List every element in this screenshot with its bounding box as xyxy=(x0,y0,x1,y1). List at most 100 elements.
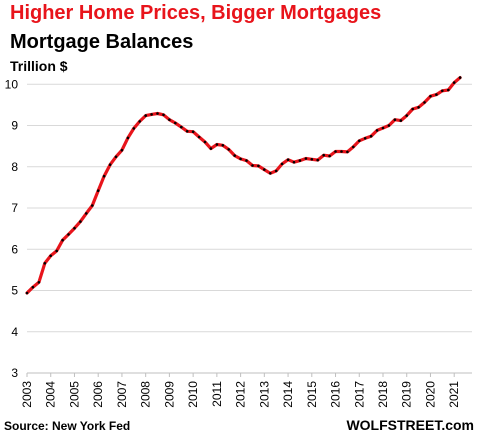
x-tick-label: 2014 xyxy=(281,381,295,408)
brand-watermark: WOLFSTREET.com xyxy=(346,417,474,433)
data-point xyxy=(363,137,367,140)
x-tick-label: 2019 xyxy=(400,381,414,408)
data-point xyxy=(114,155,118,159)
data-point xyxy=(263,168,266,171)
x-tick-label: 2016 xyxy=(329,381,343,408)
data-point xyxy=(61,238,64,242)
data-point xyxy=(393,118,397,121)
data-point xyxy=(328,154,331,158)
data-point xyxy=(96,189,100,192)
data-point xyxy=(381,126,385,130)
data-point xyxy=(340,150,343,153)
data-point xyxy=(322,153,326,157)
data-point xyxy=(251,164,254,167)
data-point xyxy=(239,157,242,161)
x-tick-label: 2004 xyxy=(44,381,58,408)
x-tick-label: 2003 xyxy=(20,381,34,408)
data-point xyxy=(429,94,432,98)
x-tick-label: 2010 xyxy=(186,381,200,408)
data-point xyxy=(55,249,58,253)
series-line xyxy=(25,75,462,295)
data-point xyxy=(405,114,409,117)
data-point xyxy=(43,262,47,265)
data-point xyxy=(221,144,225,147)
x-tick-label: 2006 xyxy=(91,381,105,408)
x-tick-label: 2011 xyxy=(210,381,224,407)
data-point xyxy=(215,143,219,146)
x-tick-label: 2008 xyxy=(139,381,153,408)
y-tick-label: 4 xyxy=(11,325,18,339)
data-point xyxy=(102,174,106,178)
data-point xyxy=(79,220,82,223)
data-point xyxy=(138,120,141,123)
x-tick-label: 2013 xyxy=(257,381,271,408)
chart-subtitle: Mortgage Balances xyxy=(10,31,194,53)
data-point xyxy=(37,281,41,284)
chart-title: Higher Home Prices, Bigger Mortgages xyxy=(10,2,382,24)
data-point xyxy=(417,106,420,109)
data-point xyxy=(91,204,94,207)
data-point xyxy=(358,139,361,143)
data-point xyxy=(245,159,248,162)
x-tick-label: 2018 xyxy=(376,381,390,408)
data-point xyxy=(369,134,373,138)
x-tick-label: 2007 xyxy=(115,381,129,408)
y-tick-label: 5 xyxy=(11,284,18,298)
data-point xyxy=(233,154,236,157)
x-tick-label: 2009 xyxy=(162,381,176,408)
y-tick-label: 9 xyxy=(11,119,18,133)
data-point xyxy=(346,150,349,154)
data-point xyxy=(447,88,450,92)
data-point xyxy=(209,147,213,150)
data-point xyxy=(227,148,230,151)
data-point xyxy=(180,125,183,129)
data-point xyxy=(120,148,124,152)
x-tick-label: 2017 xyxy=(352,381,366,408)
data-point xyxy=(334,150,337,153)
y-tick-label: 3 xyxy=(11,366,18,380)
data-point xyxy=(174,121,177,125)
data-point xyxy=(375,129,379,132)
source-note: Source: New York Fed xyxy=(4,419,131,433)
data-point xyxy=(269,172,272,175)
data-point xyxy=(144,114,147,117)
data-point xyxy=(132,127,136,130)
y-tick-label: 7 xyxy=(11,201,18,215)
data-point xyxy=(191,130,195,133)
x-tick-label: 2021 xyxy=(447,381,461,408)
data-point xyxy=(162,113,165,117)
data-point xyxy=(411,107,415,111)
data-point xyxy=(274,169,278,173)
x-tick-label: 2015 xyxy=(305,381,319,408)
data-point xyxy=(399,119,403,122)
data-point xyxy=(441,89,444,93)
data-point xyxy=(73,226,76,230)
data-point xyxy=(292,160,296,164)
data-point xyxy=(85,212,88,215)
data-point xyxy=(67,233,70,236)
data-point xyxy=(49,254,52,258)
y-tick-label: 8 xyxy=(11,160,18,174)
data-point xyxy=(316,158,320,162)
data-point xyxy=(150,113,153,116)
data-point xyxy=(25,291,29,295)
data-point xyxy=(31,285,35,289)
data-point xyxy=(304,157,308,160)
x-tick-label: 2012 xyxy=(234,381,248,408)
data-point xyxy=(310,158,314,161)
data-point xyxy=(286,158,290,161)
data-point xyxy=(126,136,130,140)
data-point xyxy=(423,101,426,104)
y-tick-label: 10 xyxy=(5,77,19,91)
data-point xyxy=(185,130,189,133)
data-point xyxy=(458,76,462,79)
data-point xyxy=(280,162,284,166)
data-point xyxy=(168,118,171,121)
x-tick-label: 2020 xyxy=(423,381,437,408)
data-point xyxy=(197,135,201,139)
data-point xyxy=(387,124,391,127)
data-point xyxy=(452,81,456,84)
y-tick-label: 6 xyxy=(11,242,18,256)
data-point xyxy=(298,159,302,162)
